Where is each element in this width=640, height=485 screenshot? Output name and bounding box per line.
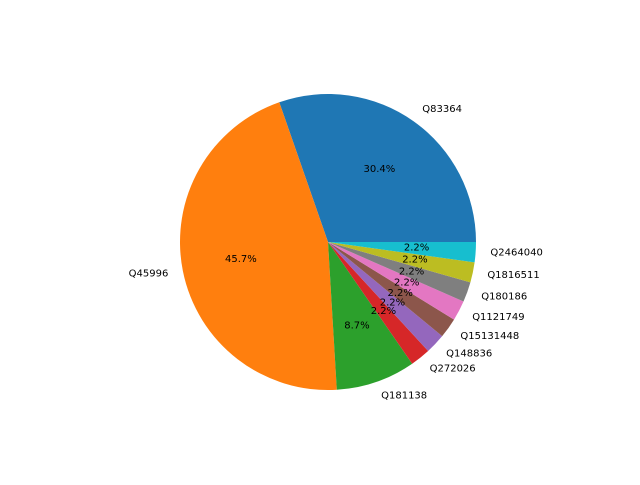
slice-category-label: Q15131448	[460, 331, 519, 342]
slice-category-label: Q1121749	[472, 312, 524, 323]
pie-slice-q181138	[328, 242, 413, 390]
slice-percent-label: 2.2%	[388, 288, 413, 299]
slice-percent-label: 2.2%	[394, 278, 419, 289]
pie-slice-q1121749	[328, 242, 464, 320]
pie-slice-q2464040	[328, 242, 476, 263]
slice-category-label: Q181138	[381, 390, 427, 401]
pie-slice-q148836	[328, 242, 443, 351]
pie-slice-q272026	[328, 242, 429, 364]
pie-slice-q180186	[328, 242, 471, 302]
slice-category-label: Q1816511	[487, 270, 539, 281]
labels-layer: 30.4% Q83364 45.7% Q45996 8.7% Q181138 2.2% Q27…	[129, 104, 543, 402]
pie-slice-q1816511	[328, 242, 475, 283]
slice-percent-label: 2.2%	[404, 243, 429, 254]
pie-slice-q45996	[179, 102, 337, 391]
slice-percent-label: 45.7%	[225, 254, 257, 265]
slices-layer	[179, 93, 477, 391]
slice-percent-label: 2.2%	[380, 298, 405, 309]
slice-percent-label: 2.2%	[371, 306, 396, 317]
pie-slice-q83364	[279, 93, 477, 242]
slice-category-label: Q83364	[422, 104, 462, 115]
slice-percent-label: 2.2%	[402, 255, 427, 266]
slice-percent-label: 8.7%	[344, 320, 369, 331]
slice-category-label: Q180186	[481, 292, 527, 303]
slice-category-label: Q272026	[430, 364, 476, 375]
slice-category-label: Q2464040	[490, 248, 542, 259]
pie-slice-q15131448	[328, 242, 455, 337]
slice-percent-label: 30.4%	[364, 164, 396, 175]
slice-percent-label: 2.2%	[399, 267, 424, 278]
slice-category-label: Q148836	[446, 349, 492, 360]
slice-category-label: Q45996	[129, 268, 169, 279]
